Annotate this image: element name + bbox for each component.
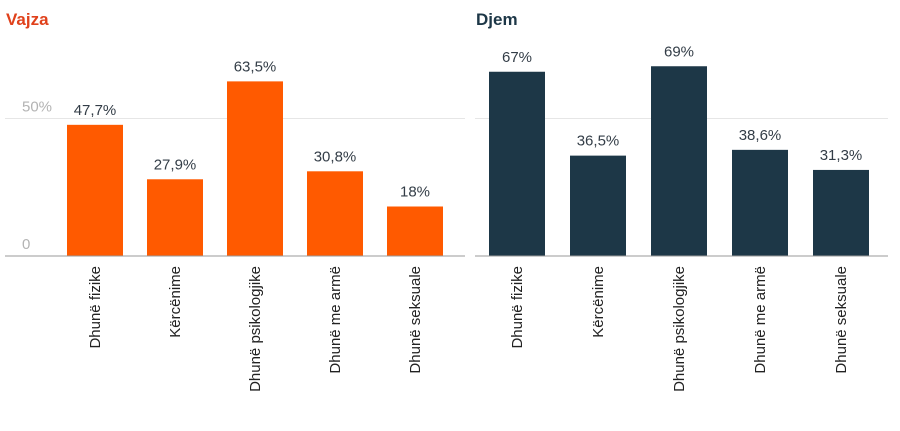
value-label: 47,7% bbox=[74, 102, 117, 119]
value-label: 38,6% bbox=[739, 127, 782, 144]
value-label: 36,5% bbox=[577, 133, 620, 150]
category-label: Kërcënime bbox=[590, 266, 607, 338]
category-label: Dhunë me armë bbox=[752, 266, 769, 374]
category-label: Dhunë fizike bbox=[87, 266, 104, 349]
bar-djem-3 bbox=[732, 149, 788, 256]
value-label: 63,5% bbox=[234, 58, 277, 75]
value-label: 69% bbox=[664, 43, 694, 60]
value-label: 18% bbox=[400, 184, 430, 201]
category-label: Dhunë seksuale bbox=[407, 266, 424, 374]
category-label: Dhunë psikologjike bbox=[247, 266, 264, 392]
value-label: 27,9% bbox=[154, 156, 197, 173]
bar-djem-1 bbox=[570, 155, 626, 256]
category-label: Dhunë seksuale bbox=[833, 266, 850, 374]
bar-vajza-2 bbox=[227, 81, 283, 256]
chart-panel-djem: Djem 67% Dhunë fizike 36,5% Kërcënime 69% Dhu… bbox=[475, 10, 888, 392]
chart-title-vajza: Vajza bbox=[6, 10, 49, 29]
category-label: Dhunë psikologjike bbox=[671, 266, 688, 392]
chart-panel-vajza: Vajza 0 50% 47,7% Dhunë fizike 27,9% Kërcënim… bbox=[5, 10, 465, 392]
value-label: 31,3% bbox=[820, 147, 863, 164]
y-tick-label: 0 bbox=[22, 236, 30, 253]
chart-title-djem: Djem bbox=[476, 10, 518, 29]
bar-djem-0 bbox=[489, 71, 545, 256]
bar-vajza-1 bbox=[147, 179, 203, 256]
bar-vajza-3 bbox=[307, 171, 363, 256]
value-label: 30,8% bbox=[314, 148, 357, 165]
category-label: Dhunë me armë bbox=[327, 266, 344, 374]
category-label: Kërcënime bbox=[167, 266, 184, 338]
value-label: 67% bbox=[502, 49, 532, 66]
bar-vajza-4 bbox=[387, 206, 443, 256]
bar-djem-2 bbox=[651, 66, 707, 256]
category-label: Dhunë fizike bbox=[509, 266, 526, 349]
bar-vajza-0 bbox=[67, 124, 123, 256]
bar-djem-4 bbox=[813, 169, 869, 256]
y-tick-label: 50% bbox=[22, 99, 52, 116]
